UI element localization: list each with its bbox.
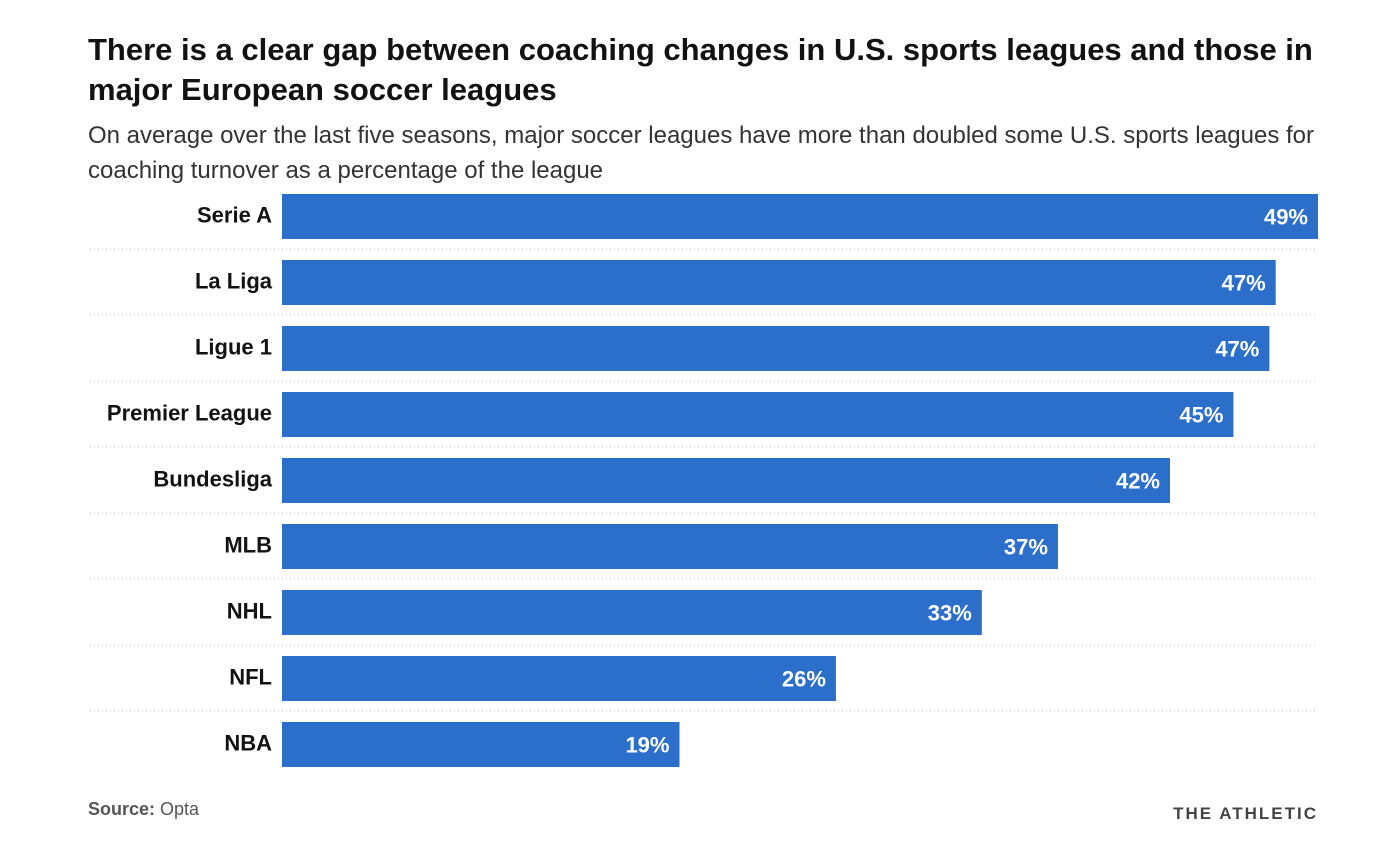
source-label: Source: [88,799,155,819]
bar [282,194,1318,239]
value-label: 49% [1264,204,1308,229]
category-label: Ligue 1 [195,334,272,359]
category-label: NBA [224,730,272,755]
value-label: 33% [928,600,972,625]
value-label: 47% [1222,270,1266,295]
bar [282,722,680,767]
bar [282,590,982,635]
value-label: 37% [1004,534,1048,559]
category-label: MLB [224,532,272,557]
value-label: 19% [625,732,669,757]
brand: THE ATHLETIC [1173,804,1318,823]
source-note: Source: Opta [88,799,200,819]
value-label: 45% [1179,402,1223,427]
chart-title: There is a clear gap between coaching ch… [88,32,1313,107]
value-label: 26% [782,666,826,691]
bar [282,392,1234,437]
bar [282,656,836,701]
chart-subtitle: On average over the last five seasons, m… [88,122,1314,184]
bar [282,260,1276,305]
value-label: 42% [1116,468,1160,493]
category-label: Serie A [197,202,272,227]
source: Opta [160,799,200,819]
category-label: NHL [227,598,272,623]
value-label: 47% [1215,336,1259,361]
category-label: Premier League [107,400,272,425]
category-label: NFL [229,664,272,689]
category-label: Bundesliga [153,466,272,491]
bar [282,524,1058,569]
bar [282,458,1170,503]
bar [282,326,1270,371]
category-label: La Liga [195,268,273,293]
